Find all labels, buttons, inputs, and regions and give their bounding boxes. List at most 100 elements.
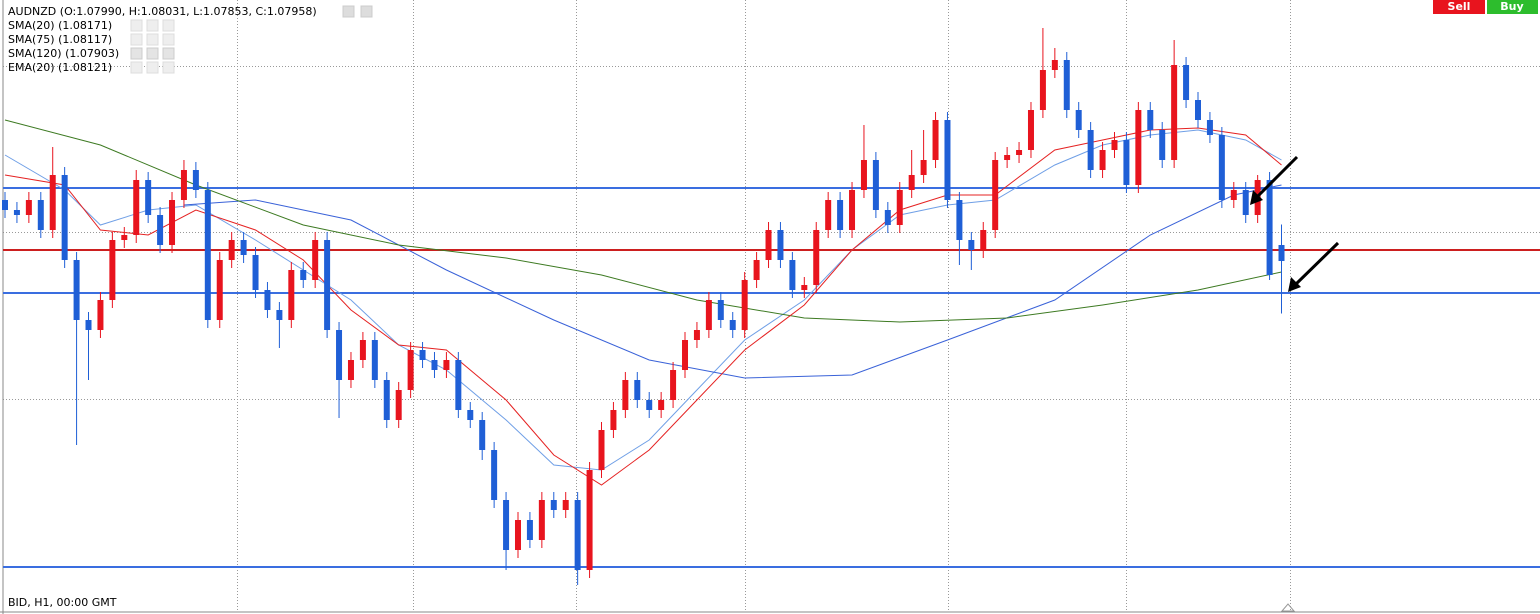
candle-body: [252, 255, 259, 290]
candle-body: [503, 500, 510, 550]
candle-body: [431, 360, 438, 370]
candle-body: [347, 360, 354, 380]
candle-body: [276, 310, 283, 320]
candle-body: [2, 200, 8, 210]
candle-body: [586, 470, 593, 570]
grid-line: [3, 66, 1540, 67]
candle-body: [228, 240, 235, 260]
candle-body: [992, 160, 999, 230]
candle-body: [765, 230, 772, 260]
candle-body: [395, 390, 402, 420]
candle-body: [670, 370, 677, 400]
candle-body: [1183, 65, 1190, 100]
candle-body: [682, 340, 689, 370]
buy-button[interactable]: [1487, 0, 1538, 14]
moving-averages: [4, 119, 1282, 486]
candle-body: [1099, 150, 1106, 170]
candle-body: [13, 210, 20, 215]
moving-average-line: [4, 119, 1282, 323]
candle-body: [216, 260, 223, 320]
candle-body: [598, 430, 605, 470]
candle-body: [801, 285, 808, 290]
candle-body: [825, 200, 832, 230]
candle-body: [610, 410, 617, 430]
candle-body: [658, 400, 665, 410]
candle-body: [1147, 110, 1154, 130]
candle-body: [204, 190, 211, 320]
sell-label[interactable]: Sell: [1448, 0, 1471, 13]
candle-body: [1206, 120, 1213, 135]
grid-line: [576, 0, 577, 612]
sell-button[interactable]: [1433, 0, 1485, 14]
indicator-label: SMA(75) (1.08117): [8, 33, 112, 46]
candle-body: [300, 270, 307, 280]
candle-body: [753, 260, 760, 280]
grid-line: [948, 0, 949, 612]
candle-body: [896, 190, 903, 225]
candle-body: [324, 240, 331, 330]
candle-body: [1051, 60, 1058, 70]
candle-body: [1218, 135, 1225, 200]
candle-body: [264, 290, 271, 310]
candle-body: [1111, 140, 1118, 150]
arrow-head: [1250, 190, 1263, 205]
candle-body: [849, 190, 856, 230]
candle-body: [514, 520, 521, 550]
symbol-info: AUDNZD (O:1.07990, H:1.08031, L:1.07853,…: [8, 5, 317, 18]
candle-body: [717, 300, 724, 320]
candle-body: [789, 260, 796, 290]
candle-body: [634, 380, 641, 400]
candle-body: [920, 160, 927, 175]
candle-body: [336, 330, 343, 380]
candle-body: [359, 340, 366, 360]
candle-body: [1278, 245, 1285, 261]
candle-body: [944, 120, 951, 200]
candle-body: [872, 160, 879, 210]
candle-body: [729, 320, 736, 330]
buy-label[interactable]: Buy: [1500, 0, 1523, 13]
grid-line: [413, 0, 414, 612]
candle-body: [288, 270, 295, 320]
candle-body: [145, 180, 152, 215]
candle-body: [574, 500, 581, 570]
grid-line: [237, 0, 238, 612]
candle-body: [240, 240, 247, 255]
candle-body: [479, 420, 486, 450]
candle-body: [538, 500, 545, 540]
candle-body: [97, 300, 104, 330]
candle-body: [85, 320, 92, 330]
candle-body: [908, 175, 915, 190]
candle-body: [37, 200, 44, 230]
candle-body: [312, 240, 319, 280]
candle-body: [1087, 130, 1094, 170]
grid-line: [1290, 0, 1291, 612]
arrow: [1254, 155, 1299, 200]
candle-body: [371, 340, 378, 380]
candle-body: [550, 500, 557, 510]
indicator-label: EMA(20) (1.08121): [8, 61, 112, 74]
candle-body: [491, 450, 498, 500]
candle-body: [73, 260, 80, 320]
candle-body: [980, 230, 987, 250]
candle-body: [180, 170, 187, 200]
moving-average-line: [183, 184, 1282, 379]
candle-body: [741, 280, 748, 330]
grid-line: [3, 399, 1540, 400]
candle-body: [1016, 150, 1023, 155]
candles: [2, 28, 1285, 585]
candle-body: [121, 235, 128, 240]
candle-body: [956, 200, 963, 240]
indicator-label: SMA(120) (1.07903): [8, 47, 119, 60]
candle-body: [443, 360, 450, 370]
candle-body: [383, 380, 390, 420]
candle-body: [157, 215, 164, 245]
candle-body: [169, 200, 176, 245]
candle-body: [419, 350, 426, 360]
candle-body: [1230, 190, 1237, 200]
candle-body: [932, 120, 939, 160]
candle-body: [1266, 180, 1273, 275]
candle-body: [1135, 110, 1142, 185]
candle-body: [622, 380, 629, 410]
